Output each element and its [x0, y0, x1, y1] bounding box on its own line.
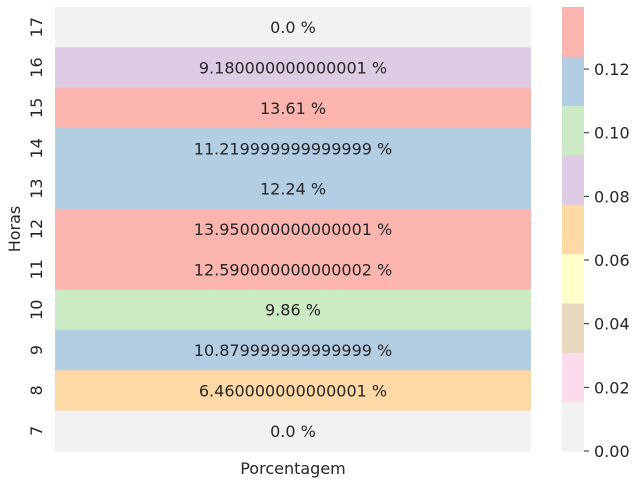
heatmap-cell-hour-10	[55, 289, 531, 331]
y-tick-label-13: 13	[27, 178, 46, 198]
cell-annotation-hour-7: 0.0 %	[270, 422, 316, 441]
x-axis-label: Porcentagem	[240, 459, 346, 478]
colorbar-segment-5	[562, 155, 584, 205]
heatmap-cells	[55, 7, 531, 452]
heatmap-cell-hour-12	[55, 208, 531, 250]
y-tick-label-15: 15	[27, 98, 46, 118]
heatmap-cell-labels: 0.0 % 9.180000000000001 % 13.61 % 11.219999…	[194, 18, 392, 441]
y-tick-label-12: 12	[27, 219, 46, 239]
colorbar-tick-label-3: 0.06	[594, 251, 630, 270]
heatmap-cell-hour-14	[55, 128, 531, 169]
cell-annotation-hour-11: 12.590000000000002 %	[194, 260, 392, 279]
y-tick-label-17: 17	[27, 17, 46, 37]
y-axis-label: Horas	[5, 206, 24, 253]
cell-annotation-hour-10: 9.86 %	[265, 301, 321, 320]
y-tick-label-7: 7	[27, 426, 46, 436]
heatmap-cell-hour-8	[55, 370, 531, 412]
heatmap-cell-hour-11	[55, 249, 531, 291]
colorbar-segment-6	[562, 105, 584, 156]
colorbar-segment-7	[562, 56, 584, 107]
colorbar-segment-3	[562, 253, 584, 304]
colorbar-tick-label-6: 0.12	[594, 60, 630, 79]
y-tick-label-9: 9	[27, 345, 46, 355]
colorbar-tick-label-1: 0.02	[594, 378, 630, 397]
colorbar-segment-0	[562, 401, 584, 452]
colorbar-tick-label-5: 0.10	[594, 124, 630, 143]
cell-annotation-hour-15: 13.61 %	[260, 99, 326, 118]
colorbar-segment-1	[562, 352, 584, 403]
y-tick-label-14: 14	[27, 138, 46, 158]
heatmap-cell-hour-7	[55, 410, 531, 452]
heatmap-cell-hour-13	[55, 168, 531, 210]
colorbar-segment-4	[562, 204, 584, 255]
colorbar-tick-label-4: 0.08	[594, 187, 630, 206]
colorbar-ticks: 0.00 0.02 0.04 0.06 0.08 0.10 0.12	[584, 60, 630, 461]
y-tick-label-10: 10	[27, 300, 46, 320]
heatmap-cell-hour-16	[55, 47, 531, 89]
colorbar-tick-label-2: 0.04	[594, 315, 630, 334]
colorbar-segment-8	[562, 7, 584, 57]
cell-annotation-hour-13: 12.24 %	[260, 180, 326, 199]
cell-annotation-hour-14: 11.219999999999999 %	[194, 139, 392, 158]
y-axis-ticks: 17 16 15 14 13 12 11 10 9 8 7	[27, 17, 46, 436]
cell-annotation-hour-9: 10.879999999999999 %	[194, 341, 392, 360]
cell-annotation-hour-12: 13.950000000000001 %	[194, 220, 392, 239]
y-tick-label-16: 16	[27, 57, 46, 77]
heatmap-cell-hour-17	[55, 7, 531, 48]
colorbar-tick-label-0: 0.00	[594, 442, 630, 461]
cell-annotation-hour-8: 6.460000000000001 %	[199, 381, 387, 400]
heatmap-cell-hour-15	[55, 87, 531, 129]
cell-annotation-hour-16: 9.180000000000001 %	[199, 59, 387, 78]
heatmap-cell-hour-9	[55, 329, 531, 371]
cell-annotation-hour-17: 0.0 %	[270, 18, 316, 37]
y-tick-label-8: 8	[27, 385, 46, 395]
colorbar	[562, 7, 584, 452]
colorbar-segment-2	[562, 303, 584, 353]
y-tick-label-11: 11	[27, 259, 46, 279]
